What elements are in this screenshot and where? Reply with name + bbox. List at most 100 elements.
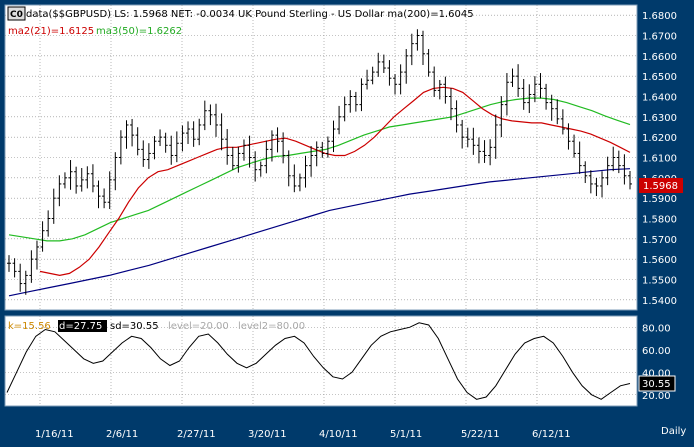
- stochastic-series-group: [6, 322, 631, 400]
- ohlc-bar: [297, 173, 302, 192]
- period-label: Daily: [661, 426, 686, 437]
- ma2-line: [39, 86, 631, 277]
- ohlc-bar: [325, 136, 330, 158]
- x-tick-label: 1/16/11: [35, 429, 74, 440]
- stoch-k-legend: k=15.56: [8, 321, 51, 332]
- ohlc-bar: [130, 118, 135, 147]
- ohlc-bar: [611, 146, 616, 172]
- ohlc-bar: [163, 132, 168, 153]
- ohlc-bar: [532, 76, 537, 103]
- ohlc-bar: [146, 143, 151, 169]
- x-tick-label: 4/10/11: [319, 429, 358, 440]
- ohlc-bar: [538, 73, 543, 99]
- ohlc-bar: [219, 113, 224, 151]
- price-y-tick-label: 1.6700: [642, 32, 677, 43]
- stochastic-line: [6, 322, 631, 400]
- ma2-series-group: [39, 86, 631, 277]
- ohlc-bar: [499, 96, 504, 138]
- x-tick-label: 2/6/11: [106, 429, 138, 440]
- ohlc-bar: [421, 30, 425, 66]
- ohlc-bar: [437, 79, 442, 100]
- ohlc-bar: [90, 164, 95, 193]
- ohlc-bar: [303, 155, 308, 188]
- ohlc-bar: [600, 171, 605, 198]
- ohlc-bar: [135, 127, 140, 156]
- ohlc-bar: [96, 180, 101, 209]
- ohlc-bar: [124, 120, 129, 149]
- price-y-tick-label: 1.6100: [642, 154, 677, 165]
- stoch-last-badge: [638, 375, 676, 392]
- ohlc-bar: [443, 76, 448, 104]
- ohlc-bar: [521, 78, 526, 110]
- ohlc-bar: [471, 127, 476, 155]
- stoch-y-tick-label: 20.00: [642, 391, 671, 402]
- level1-legend: level=20.00: [168, 321, 229, 332]
- ohlc-bar: [549, 94, 554, 121]
- ohlc-bar: [353, 91, 358, 112]
- stoch-y-tick-label: 40.00: [642, 368, 671, 379]
- ohlc-bar: [197, 118, 202, 146]
- ohlc-bar: [448, 88, 453, 121]
- ohlc-bar: [152, 136, 157, 160]
- ohlc-bar: [141, 140, 146, 167]
- ohlc-bar: [85, 166, 90, 189]
- ohlc-bar: [348, 90, 353, 113]
- ohlc-bar: [275, 127, 280, 153]
- symbol-badge-bg: [7, 6, 26, 21]
- ohlc-bar: [482, 140, 487, 163]
- ohlc-bar: [241, 139, 246, 161]
- ohlc-bar: [186, 121, 191, 144]
- ohlc-bar: [102, 188, 107, 209]
- ohlc-bar: [616, 150, 621, 174]
- ohlc-bar: [169, 135, 174, 165]
- ohlc-bar: [588, 170, 593, 194]
- ohlc-bar: [225, 129, 230, 165]
- price-y-tick-label: 1.5800: [642, 215, 677, 226]
- ohlc-bar: [370, 66, 375, 85]
- ohlc-bar: [113, 152, 118, 191]
- symbol-badge: C0: [10, 10, 23, 20]
- ohlc-bar: [555, 99, 560, 125]
- price-y-tick-label: 1.5900: [642, 194, 677, 205]
- ohlc-bar: [337, 105, 342, 135]
- ohlc-bar: [79, 168, 84, 192]
- ohlc-bar: [29, 250, 34, 283]
- ohlc-bar: [258, 161, 263, 177]
- ohlc-bar: [314, 141, 319, 167]
- ohlc-bar: [527, 84, 532, 114]
- ma2-legend: ma2(21)=1.6125: [8, 26, 94, 37]
- x-tick-label: 2/27/11: [177, 429, 216, 440]
- ohlc-bar: [566, 123, 571, 150]
- ohlc-bar: [605, 156, 610, 186]
- ohlc-bar: [628, 171, 632, 190]
- ohlc-bar: [504, 73, 509, 116]
- ohlc-bar: [426, 49, 431, 77]
- ohlc-bar: [236, 146, 241, 173]
- x-tick-label: 5/22/11: [461, 429, 500, 440]
- ohlc-bar: [46, 210, 51, 237]
- price-y-tick-label: 1.6200: [642, 133, 677, 144]
- ohlc-bar: [594, 177, 599, 197]
- price-y-tick-label: 1.5400: [642, 296, 677, 307]
- ohlc-bar: [572, 134, 577, 158]
- ohlc-bar: [488, 139, 493, 166]
- ohlc-bar: [309, 146, 314, 177]
- ohlc-bar: [583, 161, 588, 184]
- ohlc-bar: [74, 166, 79, 194]
- price-y-axis: 1.6800 1.6700 1.6600 1.6500 1.6400 1.6300 1.62…: [642, 11, 677, 307]
- ohlc-bar: [253, 151, 258, 182]
- ohlc-bar: [40, 221, 45, 252]
- ohlc-bar: [62, 172, 67, 189]
- stochastic-y-axis: 80.00 60.00 40.00 20.00: [642, 323, 671, 402]
- price-y-tick-label: 1.6500: [642, 72, 677, 83]
- ohlc-bar: [510, 68, 515, 87]
- ohlc-bar: [247, 135, 252, 168]
- stoch-last-label: 30.55: [642, 379, 671, 390]
- ohlc-bar: [23, 270, 28, 295]
- price-y-tick-label: 1.5600: [642, 255, 677, 266]
- ohlc-bar: [622, 154, 627, 185]
- ma3-series-group: [8, 97, 631, 242]
- price-y-tick-label: 1.6400: [642, 93, 677, 104]
- price-grid: [5, 5, 637, 310]
- last-price-badge: [639, 178, 683, 193]
